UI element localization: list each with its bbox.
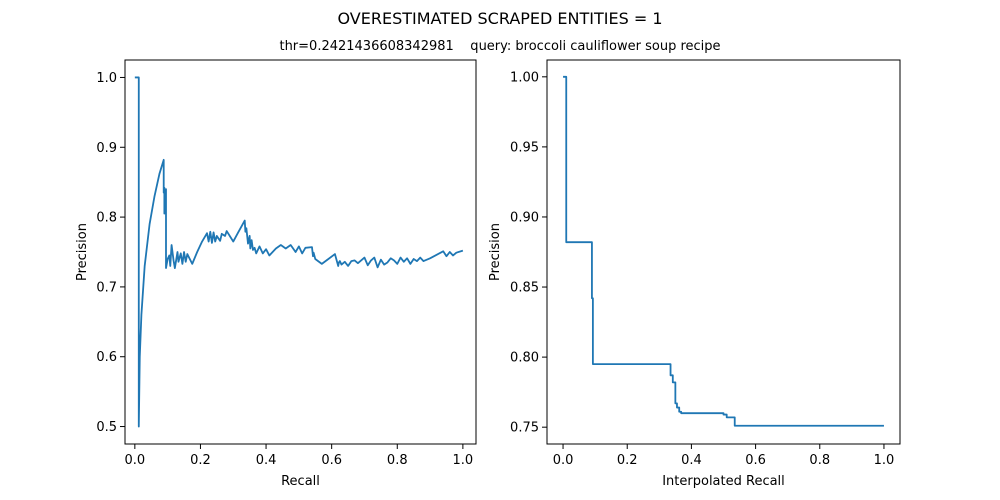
- chart-1-x-tick-label: 0.4: [256, 453, 277, 468]
- chart-2-x-axis-label: Interpolated Recall: [662, 474, 785, 489]
- chart-1-x-tick-label: 0.6: [321, 453, 342, 468]
- chart-1-y-tick-label: 1.0: [96, 71, 117, 86]
- chart-1-y-tick-label: 0.8: [96, 211, 117, 226]
- chart-2-x-tick-label: 0.6: [745, 453, 766, 468]
- chart-2-y-axis-label: Precision: [488, 223, 503, 281]
- chart-1-x-tick-label: 0.8: [387, 453, 408, 468]
- figure-title: OVERESTIMATED SCRAPED ENTITIES = 1: [337, 9, 662, 28]
- chart-2-series-line-1: [563, 75, 884, 427]
- chart-2-y-tick-label: 0.90: [510, 210, 539, 225]
- chart-2-y-tick-label: 0.95: [510, 140, 539, 155]
- figure-subtitle: thr=0.2421436608342981 query: broccoli c…: [279, 39, 720, 54]
- chart-2-x-tick-label: 0.8: [809, 453, 830, 468]
- chart-2-y-tick-label: 1.00: [510, 70, 539, 85]
- chart-2-x-tick-label: 1.0: [874, 453, 895, 468]
- chart-1-y-tick-label: 0.6: [96, 350, 117, 365]
- chart-2-x-tick-label: 0.0: [553, 453, 574, 468]
- chart-1-series-line-1: [134, 76, 464, 428]
- chart-2-y-tick-label: 0.80: [510, 351, 539, 366]
- chart-1-x-tick-label: 1.0: [453, 453, 474, 468]
- chart-1-y-tick-label: 0.5: [96, 420, 117, 435]
- chart-1-x-axis-label: Recall: [281, 474, 320, 489]
- chart-2-y-tick-label: 0.85: [510, 281, 539, 296]
- chart-2-plot-frame: [546, 59, 901, 445]
- chart-1-x-tick-label: 0.0: [124, 453, 145, 468]
- chart-1-y-tick-label: 0.7: [96, 280, 117, 295]
- chart-2-x-tick-label: 0.4: [681, 453, 702, 468]
- chart-1-y-tick-label: 0.9: [96, 141, 117, 156]
- precision-recall-panel: 0.0 0.2 0.4 0.6 0.8 1.0 0.5 0.6 0.7 0.8 0.9 1.0 Reca…: [75, 59, 477, 489]
- chart-2-x-tick-label: 0.2: [617, 453, 638, 468]
- chart-1-y-axis-label: Precision: [75, 223, 90, 281]
- chart-2-y-tick-label: 0.75: [510, 421, 539, 436]
- interpolated-precision-recall-panel: 0.0 0.2 0.4 0.6 0.8 1.0 0.75 0.80 0.85 0.90 0.95 1.…: [488, 59, 901, 489]
- chart-1-plot-frame: [124, 59, 477, 445]
- chart-1-x-tick-label: 0.2: [190, 453, 211, 468]
